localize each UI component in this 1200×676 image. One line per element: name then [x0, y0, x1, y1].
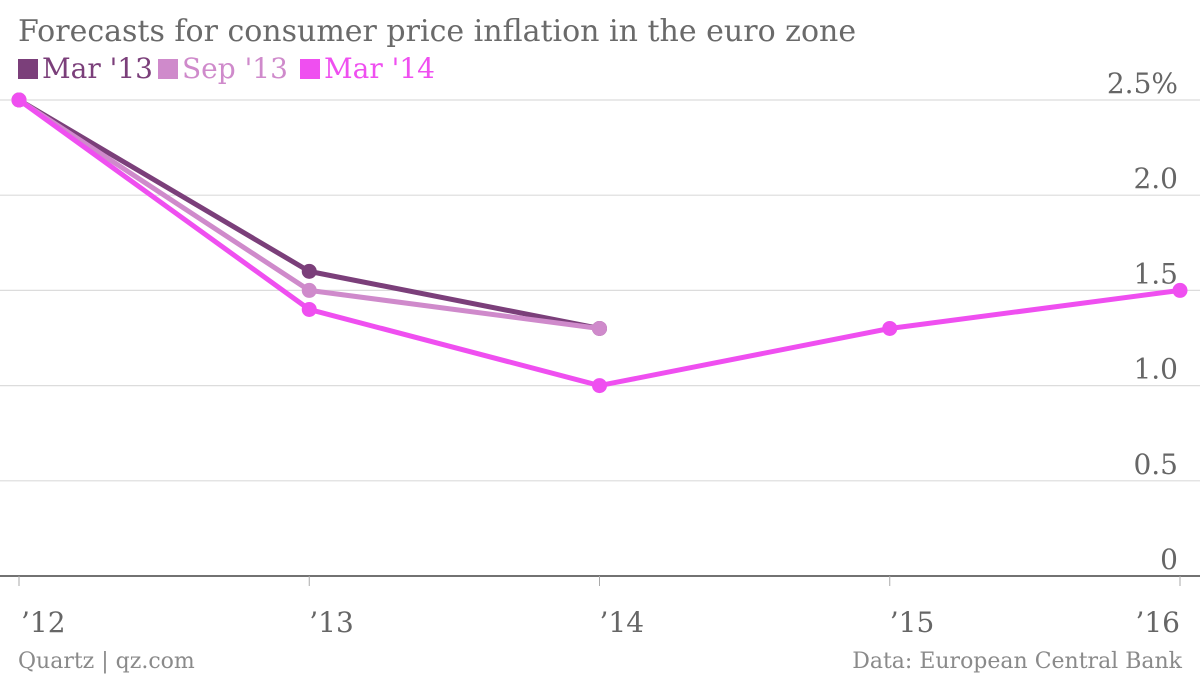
footer-source: Data: European Central Bank	[852, 649, 1182, 674]
data-point	[301, 282, 317, 298]
x-axis-ticks: ’12 ’13 ’14 ’15 ’16	[18, 576, 1181, 639]
legend-swatch	[18, 59, 38, 79]
x-tick-label: ’13	[309, 606, 354, 639]
x-tick-label: ’15	[890, 606, 935, 639]
legend-swatch	[158, 59, 178, 79]
footer-credit: Quartz | qz.com	[18, 649, 195, 674]
chart-title: Forecasts for consumer price inflation i…	[18, 14, 856, 49]
data-point	[301, 263, 317, 279]
data-point	[882, 320, 898, 336]
y-tick-label: 0	[1160, 543, 1178, 576]
y-tick-label: 1.5	[1133, 257, 1178, 290]
legend-label: Mar '14	[324, 52, 435, 85]
y-tick-label: 2.0	[1133, 162, 1178, 195]
x-tick-label: ’14	[600, 606, 645, 639]
data-point	[592, 378, 607, 394]
legend-label: Sep '13	[182, 52, 288, 85]
y-tick-label: 2.5%	[1107, 67, 1178, 100]
series-group	[11, 92, 1188, 394]
legend-label: Mar '13	[42, 52, 153, 85]
data-point	[301, 301, 317, 317]
y-tick-label: 0.5	[1133, 448, 1178, 481]
series-line	[16, 97, 1183, 389]
data-point	[1172, 282, 1188, 298]
legend-swatch	[300, 59, 320, 79]
y-tick-label: 1.0	[1133, 353, 1178, 386]
x-tick-label: ’16	[1135, 606, 1180, 639]
data-point	[11, 92, 27, 108]
y-axis-ticks: 2.5% 2.0 1.5 1.0 0.5 0	[1107, 67, 1178, 576]
x-tick-label: ’12	[21, 606, 66, 639]
gridlines	[0, 99, 1200, 577]
legend: Mar '13 Sep '13 Mar '14	[18, 52, 435, 85]
data-point	[592, 320, 607, 336]
